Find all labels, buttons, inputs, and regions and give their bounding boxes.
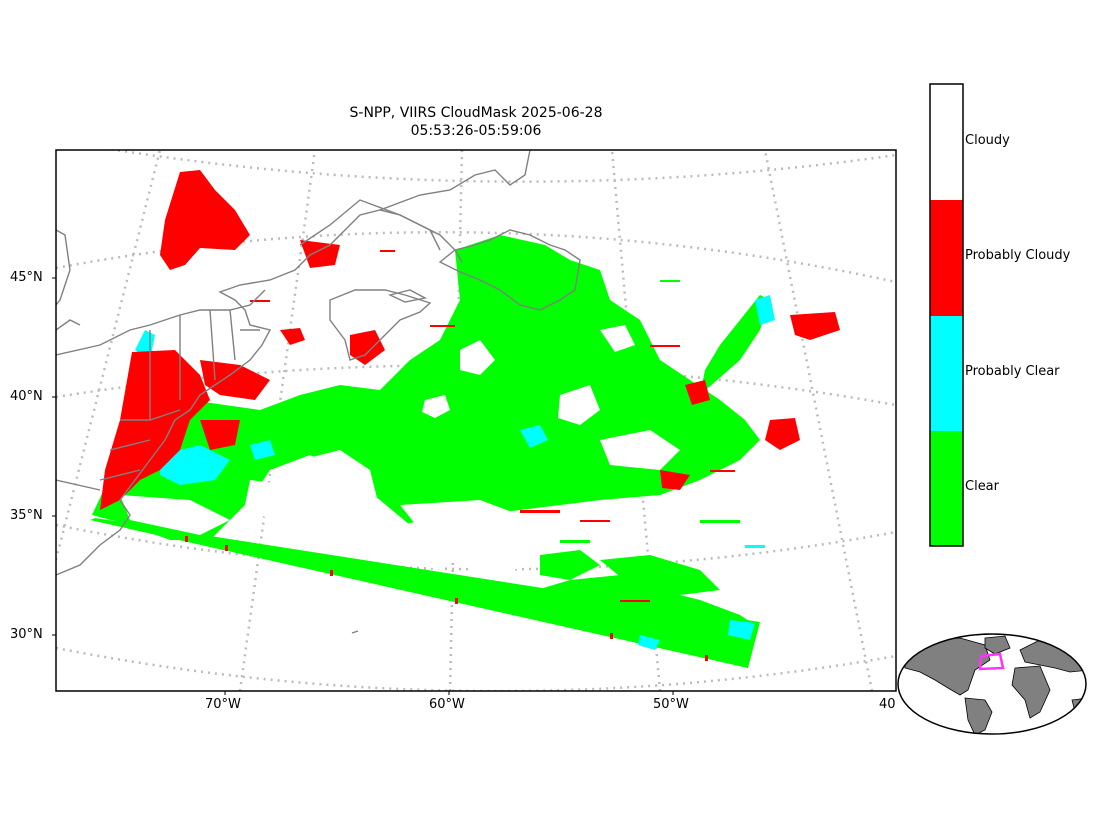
coastline-newfoundland [438,229,581,311]
coastline-labrador [379,150,531,211]
coastline-nova-scotia [329,289,432,361]
inset-greenland [984,635,1011,655]
coastline-us-east [56,209,463,576]
inset-africa [1011,665,1051,719]
cloudmask-swath [90,170,840,668]
swath-edge-ticks [185,536,708,661]
parallel-30n [56,646,896,691]
legend-label-probably-clear: Probably Clear [965,364,1060,379]
parallel-50n [107,150,896,183]
chart-title: S-NPP, VIIRS CloudMask 2025-06-28 05:53:… [256,104,696,140]
meridian-80w [56,150,162,561]
parallel-45n [56,230,896,284]
legend-swatch-cloudy [930,84,963,200]
inset-world-map [897,633,1087,735]
cloudy-holes [120,325,680,575]
meridian-40w [763,150,874,691]
lon-label-70w: 70°W [205,697,241,712]
inset-frame [897,633,1087,735]
lat-label-40n: 40°N [10,389,43,404]
lat-label-45n: 45°N [10,270,43,285]
legend-swatch-clear [930,431,963,546]
legend-colorbar [929,83,964,547]
legend-frame [929,83,964,547]
axis-ticks [52,277,674,695]
lon-label-40w: 40 [879,697,896,712]
legend-label-clear: Clear [965,479,999,494]
probably-clear-regions [135,295,775,650]
title-line-1: S-NPP, VIIRS CloudMask 2025-06-28 [349,105,603,121]
legend-swatch-probably-clear [930,316,963,431]
lon-label-50w: 50°W [653,697,689,712]
probably-cloudy-regions [100,170,840,510]
coastline-gulf-stlawrence [299,199,441,251]
map-panel [56,150,896,691]
state-borders [56,309,260,491]
clear-regions [90,235,770,668]
inset-north-america [904,637,991,696]
inset-swath-outline [978,652,1005,671]
inset-continents [904,635,1086,734]
legend-label-cloudy: Cloudy [965,133,1010,148]
cloudmask-speckle [250,250,765,602]
lat-label-30n: 30°N [10,627,43,642]
map-frame [55,149,897,692]
legend-label-probably-cloudy: Probably Cloudy [965,248,1071,263]
inset-south-america [964,697,993,734]
coastline-great-lakes [56,229,81,331]
coastline-pei [387,289,428,303]
lat-label-35n: 35°N [10,508,43,523]
legend-swatch-probably-cloudy [930,200,963,316]
title-line-2: 05:53:26-05:59:06 [410,123,542,139]
lon-label-60w: 60°W [429,697,465,712]
coastlines [56,150,581,634]
island-bermuda [351,630,359,634]
parallel-35n [56,523,896,571]
